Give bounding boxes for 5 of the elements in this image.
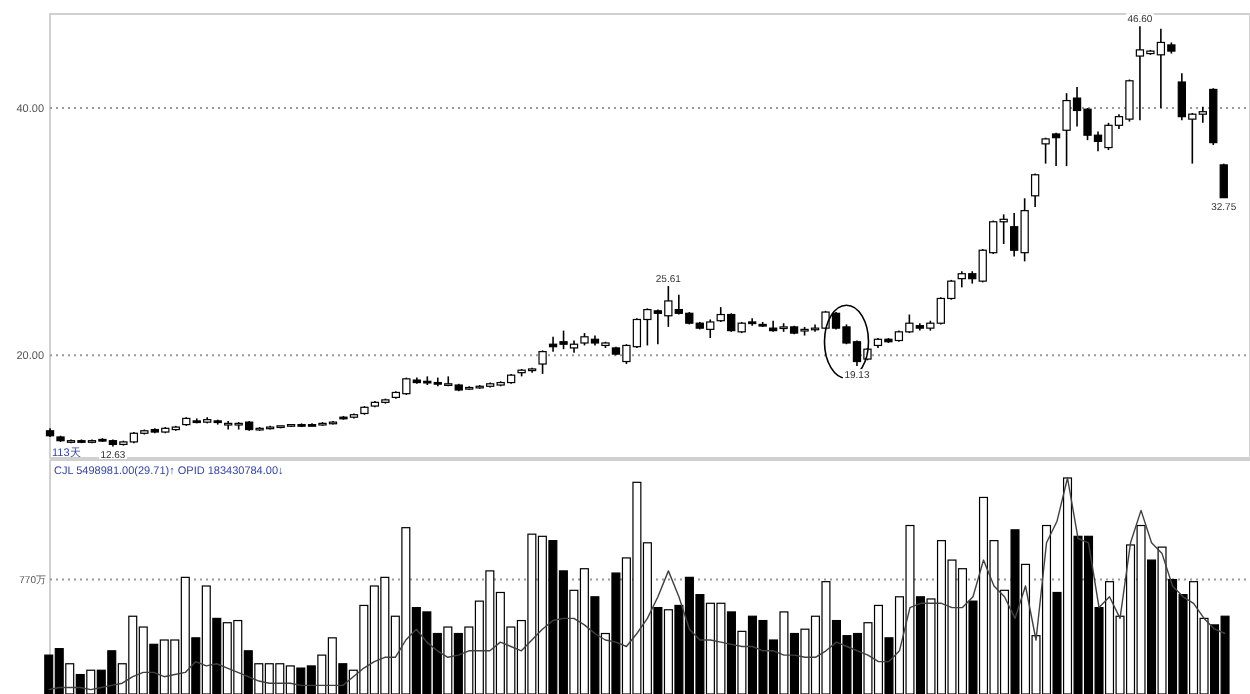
candlestick	[538, 349, 547, 375]
candlestick	[1041, 136, 1050, 165]
candlestick	[1051, 131, 1061, 167]
candlestick	[1030, 172, 1040, 208]
candlestick	[1219, 162, 1228, 199]
